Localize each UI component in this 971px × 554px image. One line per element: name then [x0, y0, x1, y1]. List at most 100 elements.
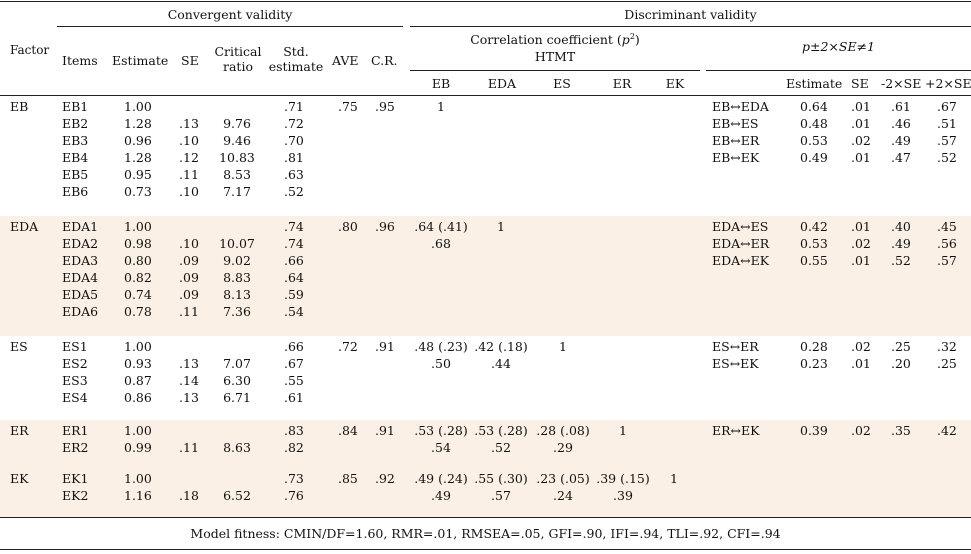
pair-se: .01 [851, 356, 871, 371]
se-col: .12 [179, 150, 199, 165]
pair-estimate: 0.53 [800, 133, 828, 148]
se-col: .13 [179, 356, 199, 371]
htmt-header: HTMT [534, 49, 576, 64]
correlation-cell: .29 [553, 440, 573, 455]
std-estimate-col: .71 [284, 99, 304, 114]
estimate-col: 0.96 [124, 133, 152, 148]
correlation-cell: 1 [497, 219, 505, 234]
item-col: ES4 [62, 390, 88, 405]
item-col: ES1 [62, 339, 88, 354]
pair-label: ER↔EK [712, 423, 760, 438]
correlation-cell: .49 (.24) [414, 471, 468, 486]
pair-se: .02 [851, 133, 871, 148]
se-col: .13 [179, 116, 199, 131]
discriminant-validity-header: Discriminant validity [624, 7, 757, 22]
item-col: EDA3 [62, 253, 99, 268]
item-col: EDA5 [62, 287, 99, 302]
pair-label: EB↔EK [712, 150, 760, 165]
item-col: EB3 [62, 133, 89, 148]
correlation-cell: .39 [613, 488, 633, 503]
critical-ratio-col: 8.13 [223, 287, 251, 302]
pair-label: ES↔ER [712, 339, 759, 354]
item-col: EDA4 [62, 270, 99, 285]
pair-plus-2se: .25 [937, 356, 957, 371]
critical-ratio-col: 6.52 [223, 488, 251, 503]
se-col: .09 [179, 287, 199, 302]
estimate-col: 1.00 [124, 99, 152, 114]
pair-se: .02 [851, 236, 871, 251]
std-estimate-col: .64 [284, 270, 304, 285]
pair-minus-2se: .40 [891, 219, 911, 234]
std-estimate-col: .81 [284, 150, 304, 165]
correlation-cell: .50 [431, 356, 451, 371]
pm-rule [706, 70, 971, 71]
ave-value: .75 [338, 99, 358, 114]
pair-plus-2se: .45 [937, 219, 957, 234]
pair-label: EDA↔EK [712, 253, 770, 268]
pair-plus-2se: .42 [937, 423, 957, 438]
corr-col-ek: EK [665, 76, 685, 91]
estimate-col: 0.73 [124, 184, 152, 199]
footer-rule [0, 517, 971, 518]
estimate-col: 1.28 [124, 116, 152, 131]
pair-plus-2se: .32 [937, 339, 957, 354]
item-col: EB2 [62, 116, 89, 131]
critical-ratio-col: 9.76 [223, 116, 251, 131]
items-header: Items [62, 53, 98, 68]
std-estimate-col: .72 [284, 116, 304, 131]
model-fitness-footer: Model fitness: CMIN/DF=1.60, RMR=.01, RM… [190, 526, 781, 541]
se-col: .11 [179, 304, 199, 319]
correlation-cell: .48 (.23) [414, 339, 468, 354]
correlation-cell: .23 (.05) [536, 471, 590, 486]
estimate-col: 0.74 [124, 287, 152, 302]
pair-minus-2se: .25 [891, 339, 911, 354]
se-col: .14 [179, 373, 199, 388]
critical-ratio-col: 8.53 [223, 167, 251, 182]
right-se-header: SE [851, 76, 869, 91]
pair-label: ES↔EK [712, 356, 759, 371]
std-estimate-col: .59 [284, 287, 304, 302]
cr-value: .91 [375, 423, 395, 438]
cr-value: .92 [375, 471, 395, 486]
corr-col-eda: EDA [487, 76, 517, 91]
pair-plus-2se: .56 [937, 236, 957, 251]
estimate-col: 1.00 [124, 339, 152, 354]
pair-minus-2se: .49 [891, 133, 911, 148]
corr-title-prefix: Correlation coefficient ( [470, 32, 622, 47]
item-col: EB4 [62, 150, 89, 165]
pair-label: EB↔EDA [712, 99, 769, 114]
critical-ratio-col: 7.36 [223, 304, 251, 319]
se-col: .11 [179, 440, 199, 455]
ave-value: .85 [338, 471, 358, 486]
se-col: .10 [179, 133, 199, 148]
std-estimate-col: .76 [284, 488, 304, 503]
corr-col-es: ES [553, 76, 571, 91]
item-col: ER2 [62, 440, 89, 455]
pair-estimate: 0.55 [800, 253, 828, 268]
correlation-cell: .68 [431, 236, 451, 251]
item-col: EB6 [62, 184, 89, 199]
pair-minus-2se: .52 [891, 253, 911, 268]
estimate-col: 0.82 [124, 270, 152, 285]
item-col: EDA6 [62, 304, 99, 319]
correlation-cell: 1 [670, 471, 678, 486]
se-col: .13 [179, 390, 199, 405]
convergent-rule [57, 26, 403, 27]
pair-se: .01 [851, 99, 871, 114]
item-col: ES3 [62, 373, 88, 388]
correlation-cell: .49 [431, 488, 451, 503]
estimate-col: 1.00 [124, 219, 152, 234]
critical-ratio-col: 10.83 [219, 150, 255, 165]
correlation-cell: .57 [491, 488, 511, 503]
pair-minus-2se: .20 [891, 356, 911, 371]
ave-value: .80 [338, 219, 358, 234]
ave-header: AVE [332, 53, 359, 68]
correlation-cell: .44 [491, 356, 511, 371]
pair-plus-2se: .67 [937, 99, 957, 114]
std-estimate-col: .73 [284, 471, 304, 486]
estimate-col: 1.28 [124, 150, 152, 165]
factor-header: Factor [10, 43, 50, 57]
factor-label: EK [10, 471, 29, 486]
pair-label: EB↔ER [712, 133, 760, 148]
correlation-cell: .54 [431, 440, 451, 455]
